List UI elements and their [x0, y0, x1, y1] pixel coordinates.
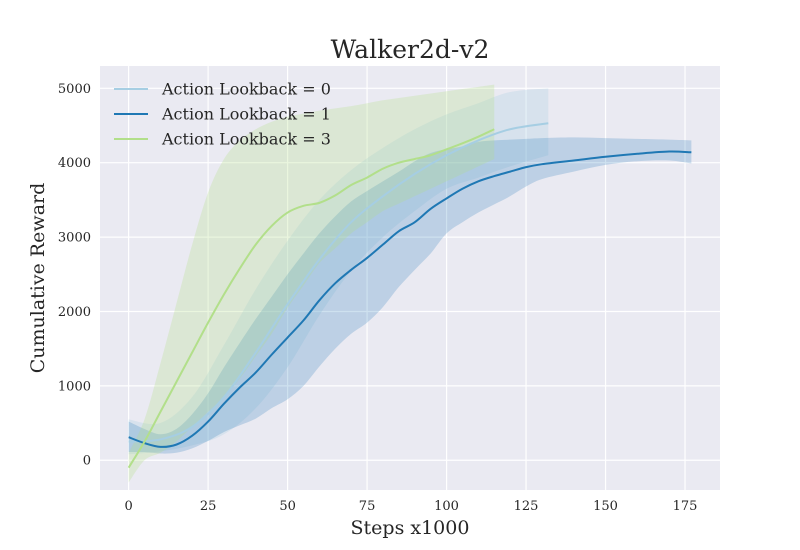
- series-line-2: [127, 128, 495, 469]
- x-tick-label: 125: [514, 499, 539, 514]
- x-tick-label: 150: [593, 499, 618, 514]
- y-tick-label: 0: [83, 454, 91, 469]
- y-tick-label: 3000: [58, 231, 91, 246]
- grid: [100, 66, 720, 490]
- legend-label-1: Action Lookback = 1: [161, 105, 331, 124]
- legend-label-0: Action Lookback = 0: [161, 80, 331, 99]
- x-tick-label: 175: [673, 499, 698, 514]
- series-lines: [127, 122, 692, 469]
- x-tick-label: 0: [124, 499, 132, 514]
- legend: Action Lookback = 0 Action Lookback = 1 Ac…: [114, 80, 331, 149]
- confidence-band-2: [128, 84, 495, 483]
- confidence-band-0: [128, 88, 549, 455]
- legend-label-2: Action Lookback = 3: [161, 130, 331, 149]
- x-tick-label: 100: [434, 499, 459, 514]
- x-axis-ticks: 0 25 50 75 100 125 150 175: [124, 499, 697, 514]
- y-tick-label: 1000: [58, 379, 91, 394]
- chart-title: Walker2d-v2: [331, 35, 490, 64]
- x-axis-label: Steps x1000: [351, 517, 470, 539]
- y-tick-label: 2000: [58, 305, 91, 320]
- x-tick-label: 75: [359, 499, 376, 514]
- y-tick-label: 4000: [58, 156, 91, 171]
- x-tick-label: 50: [279, 499, 296, 514]
- series-line-1: [128, 150, 692, 448]
- y-axis-ticks: 0 1000 2000 3000 4000 5000: [58, 82, 91, 469]
- confidence-band-1: [128, 137, 692, 454]
- y-tick-label: 5000: [58, 82, 91, 97]
- confidence-bands: [128, 84, 692, 483]
- x-tick-label: 25: [200, 499, 217, 514]
- y-axis-label: Cumulative Reward: [27, 183, 49, 374]
- series-line-0: [128, 122, 549, 443]
